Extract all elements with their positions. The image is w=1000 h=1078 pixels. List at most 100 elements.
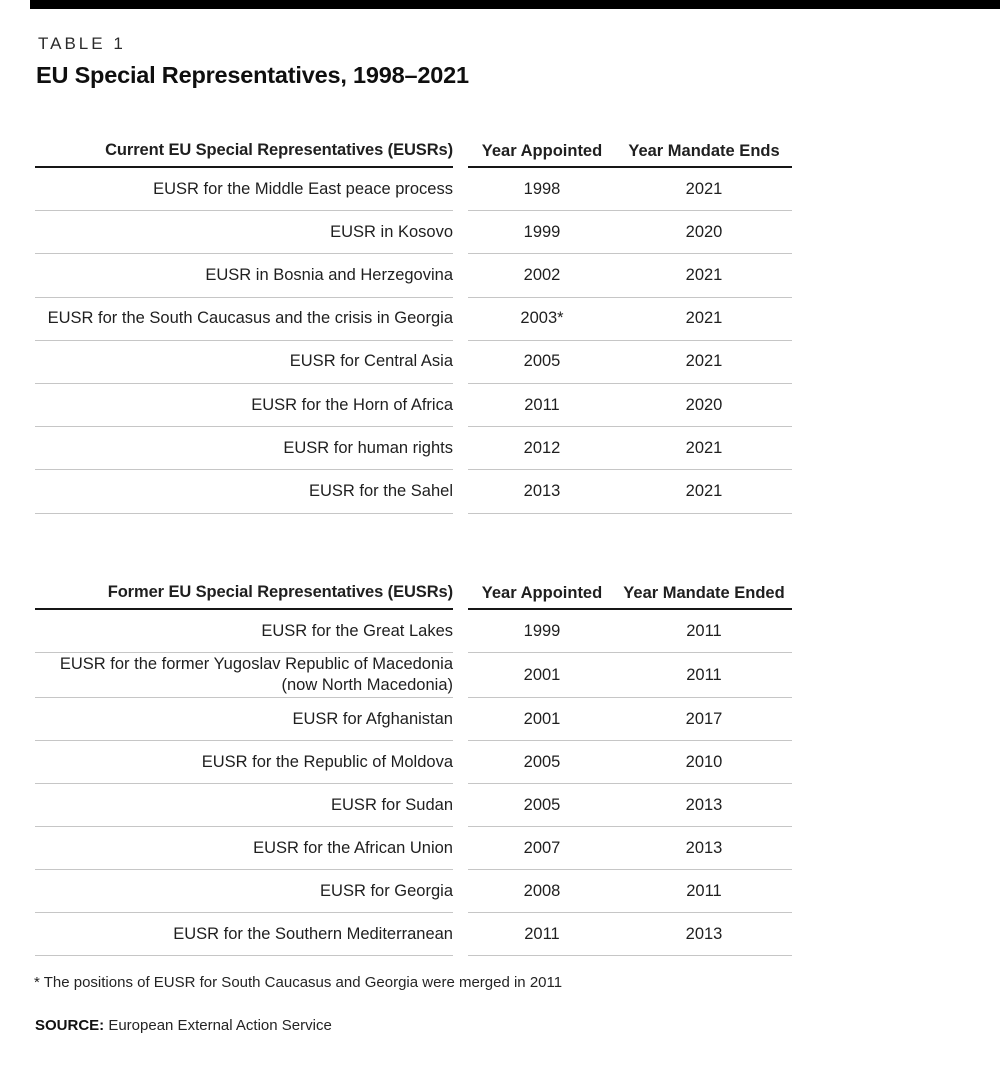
table-row: EUSR for Afghanistan 2001 2017: [35, 698, 792, 741]
table-row: EUSR for human rights 2012 2021: [35, 427, 792, 471]
row-entity-name: EUSR for the Southern Mediterranean: [35, 913, 453, 956]
row-entity-name: EUSR for the Horn of Africa: [35, 384, 453, 428]
row-years: 2003* 2021: [468, 298, 792, 341]
column-gap: [453, 913, 468, 956]
year-appointed-value: 2011: [524, 395, 560, 414]
year-mandate-value: 2020: [685, 395, 723, 414]
year-mandate-value: 2021: [685, 481, 723, 500]
column-gap: [453, 384, 468, 427]
column-gap: [453, 827, 468, 870]
year-appointed-value: 2005: [523, 352, 561, 371]
year-mandate-value: 2013: [685, 838, 723, 857]
row-years: 1998 2021: [468, 168, 792, 212]
row-years: 2013 2021: [468, 470, 792, 514]
column-header-year-appointed: Year Appointed: [481, 584, 603, 602]
table-title: EU Special Representatives, 1998–2021: [36, 62, 469, 88]
year-appointed-value: 1999: [523, 222, 561, 241]
year-appointed-value: 2001: [523, 709, 561, 728]
year-appointed-value: 2002: [523, 265, 561, 284]
year-appointed-value: 2013: [523, 481, 561, 500]
column-gap: [453, 470, 468, 513]
year-mandate-value: 2011: [686, 621, 722, 640]
year-appointed-value: 1999: [523, 621, 561, 640]
year-columns-header: Year Appointed Year Mandate Ended: [468, 567, 792, 610]
table-header-row: Former EU Special Representatives (EUSRs…: [35, 567, 792, 610]
year-appointed-value: 2001: [523, 665, 561, 684]
table-row: EUSR for the Southern Mediterranean 2011 2…: [35, 913, 792, 956]
row-entity-name: EUSR for Georgia: [35, 870, 453, 913]
row-years: 1999 2020: [468, 211, 792, 255]
row-years: 2005 2021: [468, 341, 792, 384]
row-years: 2008 2011: [468, 870, 792, 913]
table-row: EUSR for the Horn of Africa 2011 2020: [35, 384, 792, 428]
row-entity-name: EUSR for the Middle East peace process: [35, 168, 453, 212]
year-appointed-value: 2005: [523, 795, 561, 814]
source-text: European External Action Service: [104, 1017, 332, 1034]
year-mandate-value: 2021: [685, 309, 723, 328]
column-gap: [453, 168, 468, 211]
year-appointed-value: 2011: [524, 924, 560, 943]
row-entity-name: EUSR for Afghanistan: [35, 698, 453, 741]
year-mandate-value: 2013: [685, 795, 723, 814]
table-row: EUSR for the Sahel 2013 2021: [35, 470, 792, 514]
column-header-entity: Current EU Special Representatives (EUSR…: [35, 137, 453, 168]
column-header-entity: Former EU Special Representatives (EUSRs…: [35, 567, 453, 610]
year-appointed-value: 2005: [523, 752, 561, 771]
row-entity-name: EUSR for the South Caucasus and the cris…: [35, 298, 453, 341]
year-mandate-value: 2020: [685, 222, 723, 241]
table-row: EUSR for the Middle East peace process 19…: [35, 168, 792, 212]
current-eusrs-table: Current EU Special Representatives (EUSR…: [35, 137, 792, 514]
row-entity-name: EUSR for the African Union: [35, 827, 453, 870]
year-mandate-value: 2013: [685, 924, 723, 943]
table-row: EUSR in Bosnia and Herzegovina 2002 2021: [35, 254, 792, 298]
table-row: EUSR for Georgia 2008 2011: [35, 870, 792, 913]
year-mandate-value: 2011: [686, 881, 722, 900]
year-appointed-value: 2003*: [520, 309, 564, 328]
table-row: EUSR for the South Caucasus and the cris…: [35, 298, 792, 341]
row-years: 1999 2011: [468, 610, 792, 653]
column-header-year-appointed: Year Appointed: [481, 142, 603, 160]
year-mandate-value: 2021: [685, 438, 723, 457]
former-eusrs-table: Former EU Special Representatives (EUSRs…: [35, 567, 792, 956]
year-mandate-value: 2021: [685, 265, 723, 284]
year-appointed-value: 1998: [523, 179, 561, 198]
column-gap: [453, 610, 468, 653]
table-row: EUSR for the Great Lakes 1999 2011: [35, 610, 792, 653]
year-appointed-value: 2008: [523, 881, 561, 900]
source-label: SOURCE:: [35, 1017, 105, 1034]
table-row: EUSR for the African Union 2007 2013: [35, 827, 792, 870]
year-mandate-value: 2010: [685, 752, 723, 771]
row-entity-name: EUSR for human rights: [35, 427, 453, 471]
column-header-year-mandate: Year Mandate Ends: [628, 142, 780, 160]
table-row: EUSR in Kosovo 1999 2020: [35, 211, 792, 255]
column-header-year-mandate: Year Mandate Ended: [623, 584, 785, 602]
year-appointed-value: 2012: [523, 438, 561, 457]
table-top-accent-bar: [30, 0, 1000, 9]
column-gap: [453, 698, 468, 741]
row-years: 2001 2017: [468, 698, 792, 741]
year-mandate-value: 2021: [685, 179, 723, 198]
table-row: EUSR for the Republic of Moldova 2005 2010: [35, 741, 792, 784]
column-gap: [453, 784, 468, 827]
row-years: 2001 2011: [468, 653, 792, 698]
year-columns-header: Year Appointed Year Mandate Ends: [468, 137, 792, 168]
row-entity-name: EUSR for the Great Lakes: [35, 610, 453, 653]
column-gap: [453, 427, 468, 470]
table-row: EUSR for Sudan 2005 2013: [35, 784, 792, 827]
row-years: 2005 2010: [468, 741, 792, 784]
row-entity-name: EUSR for the Republic of Moldova: [35, 741, 453, 784]
column-gap: [453, 341, 468, 384]
row-entity-name: EUSR in Kosovo: [35, 211, 453, 255]
row-years: 2011 2013: [468, 913, 792, 956]
column-gap: [453, 653, 468, 698]
table-row: EUSR for the former Yugoslav Republic of…: [35, 653, 792, 698]
row-years: 2012 2021: [468, 427, 792, 471]
column-gap: [453, 567, 468, 610]
column-gap: [453, 211, 468, 254]
row-years: 2011 2020: [468, 384, 792, 428]
table-row: EUSR for Central Asia 2005 2021: [35, 341, 792, 384]
row-entity-name: EUSR for Central Asia: [35, 341, 453, 384]
row-entity-name: EUSR for the former Yugoslav Republic of…: [35, 653, 453, 698]
table-number-label: TABLE 1: [38, 34, 126, 53]
year-appointed-value: 2007: [523, 838, 561, 857]
